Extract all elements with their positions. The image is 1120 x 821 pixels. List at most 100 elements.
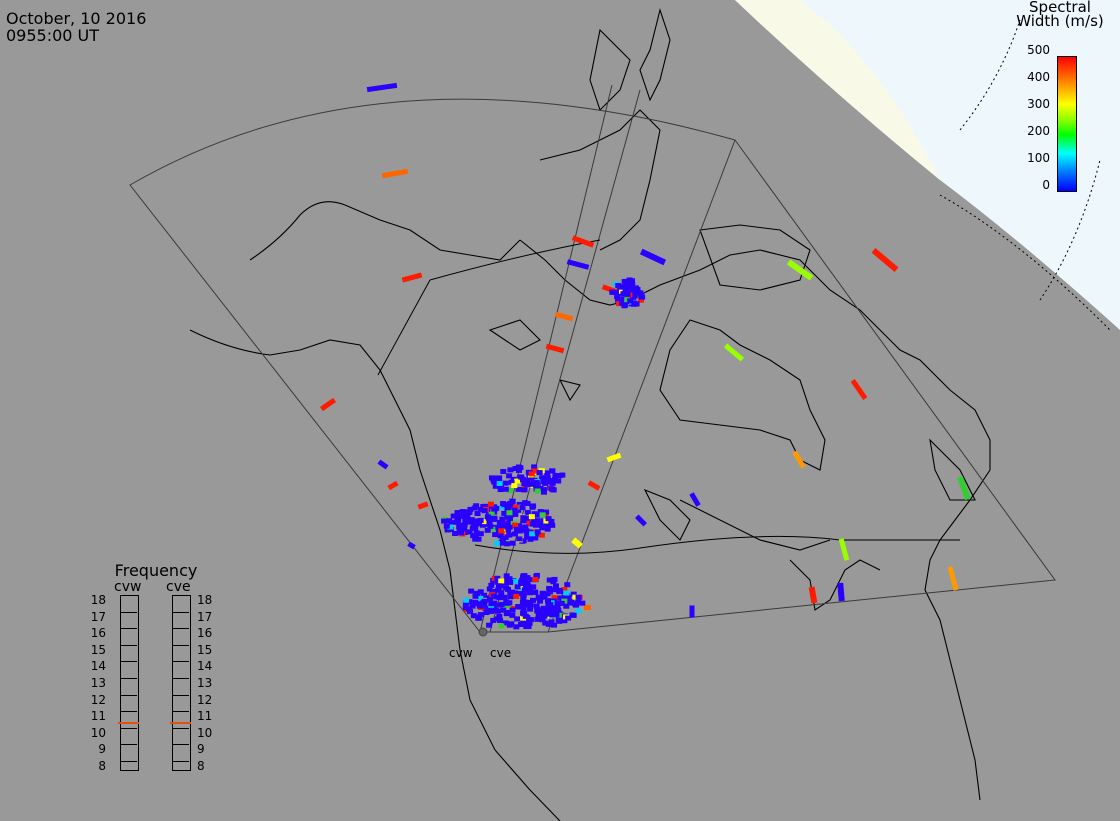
echo-cell bbox=[516, 536, 523, 542]
echo-cell bbox=[529, 531, 536, 537]
frequency-tick-label: 17 bbox=[90, 609, 106, 624]
echo-cell bbox=[407, 541, 416, 550]
echo-cell bbox=[495, 583, 502, 589]
echo-cell bbox=[540, 611, 547, 617]
echo-cell bbox=[518, 526, 525, 532]
colorbar-title-line2: Width (m/s) bbox=[1016, 12, 1104, 30]
echo-cell bbox=[504, 600, 511, 606]
echo-cell bbox=[539, 617, 546, 623]
echo-cell bbox=[529, 504, 536, 510]
echo-cell bbox=[506, 510, 513, 516]
echo-cell bbox=[524, 580, 531, 586]
echo-cell bbox=[481, 508, 488, 514]
echo-cell bbox=[456, 522, 463, 528]
frequency-tick-label: 13 bbox=[197, 676, 213, 690]
echo-cell bbox=[503, 585, 510, 591]
echo-cell bbox=[473, 590, 480, 596]
echo-cell bbox=[567, 600, 574, 606]
frequency-marker bbox=[170, 721, 191, 724]
echo-layer bbox=[320, 82, 971, 630]
echo-cell bbox=[520, 518, 527, 524]
frequency-tick-label: 9 bbox=[98, 742, 106, 757]
echo-cell bbox=[511, 507, 518, 513]
frequency-tick-label: 10 bbox=[197, 725, 213, 740]
echo-cell bbox=[808, 586, 818, 604]
echo-cell bbox=[401, 272, 423, 283]
echo-cell bbox=[477, 506, 484, 512]
echo-cell bbox=[522, 613, 529, 619]
echo-cell bbox=[524, 534, 531, 540]
echo-cell bbox=[521, 487, 528, 493]
echo-cell bbox=[502, 580, 509, 586]
echo-cell bbox=[637, 297, 644, 303]
echo-cell bbox=[501, 510, 508, 516]
echo-cell bbox=[472, 599, 479, 605]
radar-site-marker bbox=[478, 627, 488, 637]
echo-cell bbox=[549, 522, 556, 528]
echo-cell bbox=[534, 482, 541, 488]
echo-cell bbox=[484, 527, 491, 533]
echo-cell bbox=[493, 540, 500, 546]
echo-cell bbox=[461, 522, 468, 528]
echo-cell bbox=[366, 82, 398, 93]
echo-cell bbox=[538, 521, 545, 527]
colorbar-tick-0: 0 bbox=[1042, 178, 1050, 192]
echo-cell bbox=[545, 343, 565, 354]
echo-cell bbox=[503, 573, 510, 579]
terminator-band bbox=[735, 0, 940, 180]
echo-cell bbox=[573, 602, 580, 608]
echo-cell bbox=[529, 521, 536, 527]
echo-cell bbox=[514, 616, 521, 622]
colorbar-tick-500: 500 bbox=[1027, 43, 1050, 57]
frequency-gridline bbox=[120, 628, 137, 630]
echo-cell bbox=[563, 593, 570, 599]
echo-cell bbox=[445, 518, 452, 524]
echo-cell bbox=[515, 507, 522, 513]
echo-cell bbox=[528, 471, 535, 477]
site-label-cvw: cvw bbox=[449, 646, 473, 660]
echo-cell bbox=[491, 479, 498, 485]
echo-cell bbox=[466, 599, 473, 605]
echo-cell bbox=[512, 504, 519, 510]
echo-cell bbox=[633, 285, 640, 291]
frequency-gridline bbox=[120, 644, 137, 646]
echo-cell bbox=[524, 510, 531, 516]
echo-cell bbox=[477, 589, 484, 595]
echo-cell bbox=[512, 466, 519, 472]
echo-cell bbox=[615, 297, 622, 303]
echo-cell bbox=[633, 301, 640, 307]
echo-cell bbox=[498, 578, 505, 584]
echo-cell bbox=[545, 516, 552, 522]
echo-cell bbox=[491, 506, 498, 512]
frequency-radar-label-cve: cve bbox=[166, 579, 191, 595]
echo-cell bbox=[458, 530, 465, 536]
echo-cell bbox=[467, 609, 474, 615]
echo-cell bbox=[497, 525, 504, 531]
frequency-gridline bbox=[172, 628, 189, 630]
echo-cell bbox=[548, 518, 555, 524]
echo-cell bbox=[489, 526, 496, 532]
echo-cell bbox=[506, 473, 513, 479]
echo-cell bbox=[488, 601, 495, 607]
echo-cell bbox=[622, 287, 629, 293]
echo-cell bbox=[539, 512, 546, 518]
echo-cell bbox=[506, 524, 513, 530]
echo-cell bbox=[533, 603, 540, 609]
frequency-gridline bbox=[120, 678, 137, 679]
date-label: October, 10 2016 bbox=[6, 9, 147, 28]
echo-cell bbox=[537, 485, 544, 491]
frequency-gridline bbox=[172, 611, 189, 613]
coastlines bbox=[189, 8, 991, 821]
echo-cell bbox=[486, 597, 493, 603]
echo-cell bbox=[551, 595, 558, 601]
echo-cell bbox=[477, 531, 484, 537]
echo-cell bbox=[570, 591, 577, 597]
echo-cell bbox=[498, 540, 505, 546]
echo-cell bbox=[556, 587, 563, 593]
echo-cell bbox=[479, 522, 486, 528]
echo-cell bbox=[494, 579, 501, 585]
echo-cell bbox=[480, 603, 487, 609]
echo-cell bbox=[546, 577, 553, 583]
echo-cell bbox=[452, 530, 459, 536]
